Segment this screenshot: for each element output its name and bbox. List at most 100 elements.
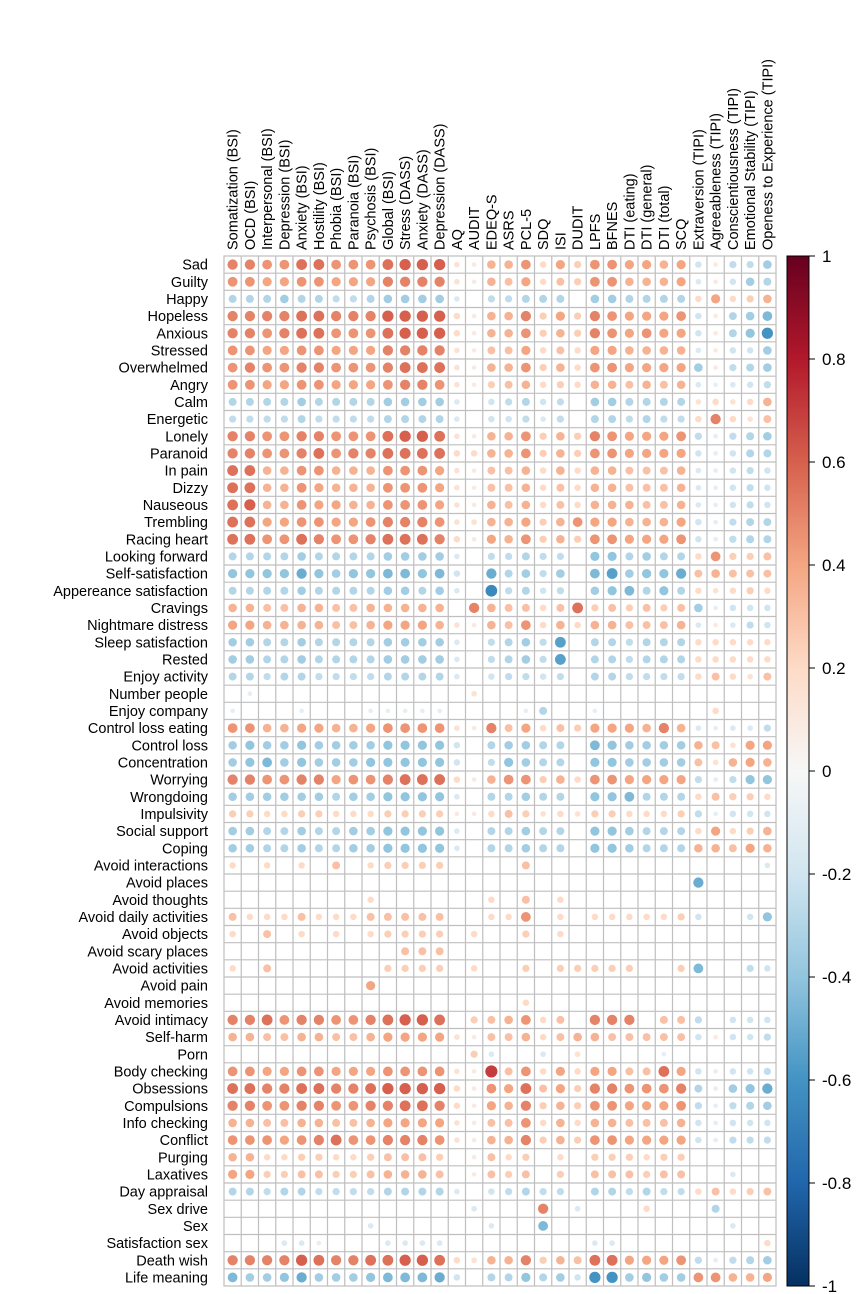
correlation-circle [297,826,306,836]
correlation-circle [348,1255,359,1266]
correlation-circle [279,1255,290,1266]
correlation-circle [230,708,235,714]
correlation-circle [383,655,393,664]
correlation-circle [348,431,359,442]
correlation-circle [521,1272,531,1283]
correlation-circle [504,603,513,612]
correlation-circle [471,1154,477,1160]
correlation-circle [712,656,719,663]
correlation-circle [504,621,513,630]
correlation-circle [454,278,460,285]
correlation-circle [642,534,652,544]
correlation-circle [505,415,512,423]
correlation-circle [418,655,427,664]
correlation-circle [728,312,737,321]
correlation-circle [504,295,513,303]
correlation-circle [383,586,393,596]
correlation-circle [332,1153,340,1161]
correlation-circle [454,467,460,474]
correlation-circle [454,502,460,508]
correlation-circle [713,330,718,336]
correlation-circle [764,1239,771,1247]
correlation-circle [383,552,393,561]
correlation-circle [349,1170,358,1179]
correlation-circle [314,500,324,510]
correlation-circle [728,329,737,338]
correlation-circle [746,381,754,389]
correlation-circle [641,328,652,339]
correlation-circle [607,1118,617,1128]
correlation-circle [382,1066,393,1077]
correlation-circle [729,1033,737,1041]
correlation-circle [486,1101,496,1111]
correlation-circle [523,708,529,714]
correlation-circle [590,655,599,664]
correlation-circle [471,433,477,439]
correlation-circle [590,672,599,681]
correlation-circle [573,1032,582,1042]
correlation-circle [263,415,271,423]
correlation-circle [713,262,718,267]
row-label: Purging [158,1150,208,1166]
correlation-circle [227,276,238,287]
correlation-circle [676,466,686,475]
correlation-circle [263,586,272,595]
correlation-circle [417,843,427,853]
correlation-circle [419,1240,426,1246]
row-label: Angry [170,378,209,394]
correlation-circle [676,431,687,442]
correlation-circle [504,792,513,801]
correlation-circle [746,1101,755,1110]
correlation-circle [761,327,774,339]
correlation-circle [434,1014,446,1026]
correlation-circle [262,620,272,630]
correlation-circle [625,294,634,303]
correlation-circle [659,638,668,647]
correlation-circle [607,448,618,459]
column-label: Paranoia (BSI) [346,155,362,250]
correlation-circle [295,1254,308,1266]
correlation-circle [435,415,444,424]
correlation-circle [382,533,394,545]
correlation-circle [263,672,271,681]
correlation-circle [746,638,754,646]
correlation-circle [366,397,375,406]
correlation-circle [471,725,477,731]
correlation-circle [382,482,393,493]
correlation-circle [263,655,272,664]
correlation-circle [382,448,394,459]
correlation-circle [521,294,530,303]
correlation-circle [556,398,565,406]
row-label: Number people [109,687,208,703]
correlation-circle [745,843,755,853]
correlation-circle [382,310,394,322]
correlation-circle [711,843,720,853]
correlation-circle [539,844,548,853]
correlation-circle [416,774,428,785]
row-label: Body checking [114,1064,208,1080]
correlation-circle [504,672,513,681]
correlation-circle [418,552,427,561]
correlation-circle [331,431,342,442]
correlation-circle [607,740,617,750]
correlation-circle [348,1100,359,1111]
correlation-circle [418,930,427,938]
correlation-circle [262,431,273,442]
correlation-circle [764,587,771,595]
correlation-circle [227,448,238,459]
correlation-circle [435,757,445,768]
correlation-circle [349,723,358,733]
correlation-circle [521,655,531,664]
correlation-circle [625,843,634,853]
correlation-circle [713,622,718,628]
correlation-circle [331,774,341,785]
correlation-circle [315,1153,323,1161]
correlation-circle [297,757,307,768]
correlation-circle [695,1119,702,1127]
correlation-circle [607,500,617,510]
correlation-circle [454,364,460,371]
correlation-circle [314,827,323,836]
correlation-circle [228,1187,237,1196]
correlation-circle [314,1273,324,1282]
correlation-circle [625,380,634,389]
